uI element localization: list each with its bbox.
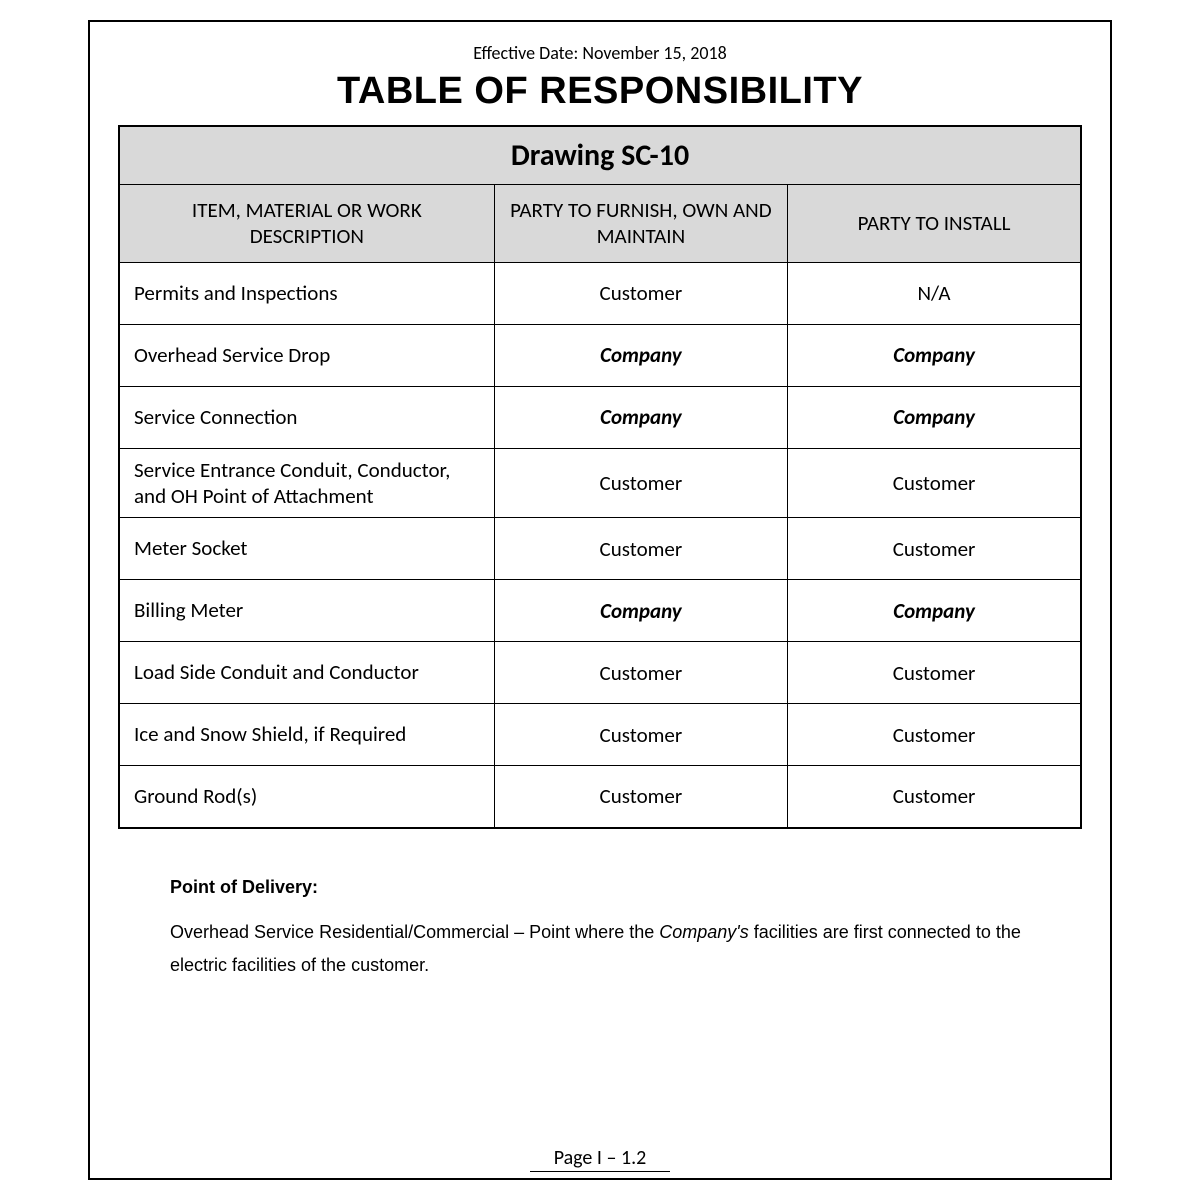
cell-description: Ice and Snow Shield, if Required (119, 704, 494, 766)
cell-furnish: Company (494, 324, 787, 386)
cell-furnish: Customer (494, 642, 787, 704)
cell-furnish: Customer (494, 262, 787, 324)
point-of-delivery-text: Overhead Service Residential/Commercial … (170, 916, 1042, 983)
cell-description: Meter Socket (119, 518, 494, 580)
cell-description: Overhead Service Drop (119, 324, 494, 386)
cell-install: Customer (788, 448, 1081, 518)
responsibility-table: Drawing SC-10 ITEM, MATERIAL OR WORK DES… (118, 125, 1082, 829)
cell-furnish: Customer (494, 518, 787, 580)
cell-install: Customer (788, 642, 1081, 704)
point-of-delivery-label: Point of Delivery: (170, 877, 1042, 898)
cell-install: N/A (788, 262, 1081, 324)
cell-install: Customer (788, 704, 1081, 766)
cell-install: Company (788, 324, 1081, 386)
point-of-delivery-block: Point of Delivery: Overhead Service Resi… (118, 877, 1082, 983)
cell-description: Service Entrance Conduit, Conductor, and… (119, 448, 494, 518)
table-row: Load Side Conduit and ConductorCustomerC… (119, 642, 1081, 704)
table-row: Ground Rod(s)CustomerCustomer (119, 766, 1081, 828)
page-title: TABLE OF RESPONSIBILITY (118, 70, 1082, 113)
table-body: Permits and InspectionsCustomerN/AOverhe… (119, 262, 1081, 828)
cell-furnish: Customer (494, 448, 787, 518)
cell-furnish: Customer (494, 704, 787, 766)
cell-description: Billing Meter (119, 580, 494, 642)
cell-install: Customer (788, 766, 1081, 828)
cell-description: Permits and Inspections (119, 262, 494, 324)
table-row: Meter SocketCustomerCustomer (119, 518, 1081, 580)
cell-install: Company (788, 580, 1081, 642)
page-number: Page I – 1.2 (90, 1146, 1110, 1172)
cell-furnish: Company (494, 386, 787, 448)
table-row: Service ConnectionCompanyCompany (119, 386, 1081, 448)
cell-description: Load Side Conduit and Conductor (119, 642, 494, 704)
cell-furnish: Customer (494, 766, 787, 828)
table-row: Ice and Snow Shield, if RequiredCustomer… (119, 704, 1081, 766)
col-header-description: ITEM, MATERIAL OR WORK DESCRIPTION (119, 185, 494, 263)
col-header-install: PARTY TO INSTALL (788, 185, 1081, 263)
page-number-text: Page I – 1.2 (530, 1146, 671, 1172)
cell-furnish: Company (494, 580, 787, 642)
col-header-furnish: PARTY TO FURNISH, OWN AND MAINTAIN (494, 185, 787, 263)
table-row: Overhead Service DropCompanyCompany (119, 324, 1081, 386)
table-row: Permits and InspectionsCustomerN/A (119, 262, 1081, 324)
effective-date: Effective Date: November 15, 2018 (118, 42, 1082, 64)
table-row: Service Entrance Conduit, Conductor, and… (119, 448, 1081, 518)
table-row: Billing MeterCompanyCompany (119, 580, 1081, 642)
cell-install: Customer (788, 518, 1081, 580)
pod-text-before: Overhead Service Residential/Commercial … (170, 922, 659, 942)
cell-description: Ground Rod(s) (119, 766, 494, 828)
cell-description: Service Connection (119, 386, 494, 448)
pod-company-word: Company's (659, 922, 748, 942)
drawing-header: Drawing SC-10 (119, 126, 1081, 185)
document-page: Effective Date: November 15, 2018 TABLE … (88, 20, 1112, 1180)
cell-install: Company (788, 386, 1081, 448)
